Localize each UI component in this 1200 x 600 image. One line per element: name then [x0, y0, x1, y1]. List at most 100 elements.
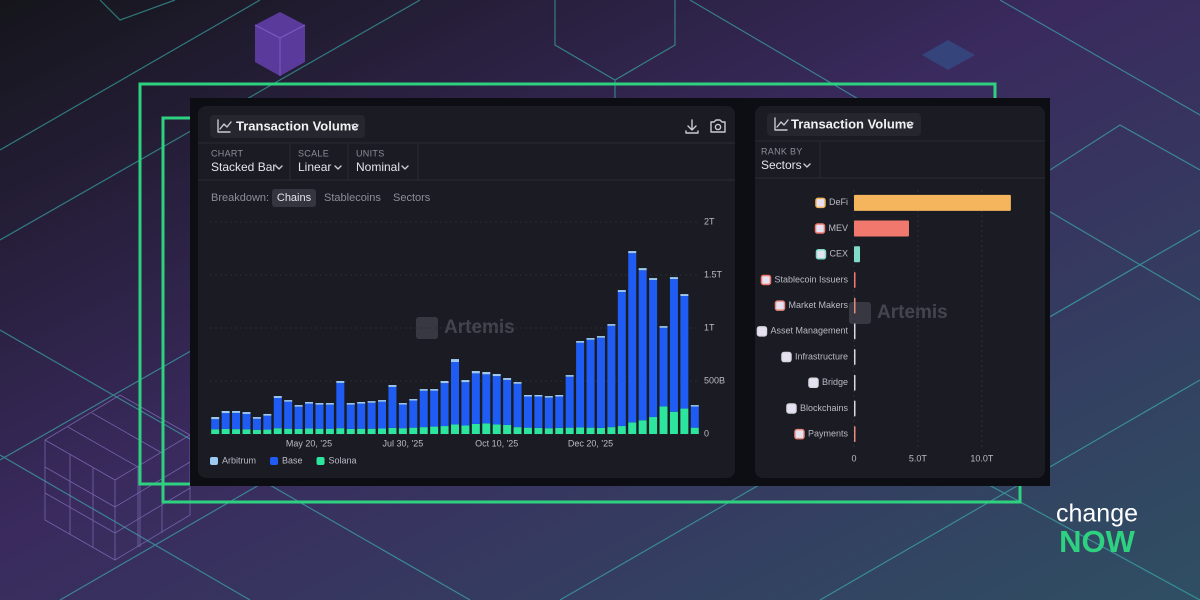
bar-segment: [638, 420, 647, 434]
sector-icon: [786, 403, 797, 414]
bar-segment: [659, 406, 668, 434]
bar-segment: [617, 426, 626, 434]
bar-segment: [284, 400, 293, 402]
screenshot-button[interactable]: [710, 119, 726, 133]
bar-segment: [513, 383, 522, 428]
bar-segment: [471, 371, 480, 374]
bar-segment: [576, 427, 585, 434]
bar-segment: [534, 427, 543, 434]
y-tick-label: MEV: [828, 223, 848, 233]
bar-segment: [680, 294, 689, 296]
bar: [854, 297, 856, 314]
watermark-text: Artemis: [444, 317, 515, 338]
bar-segment: [680, 295, 689, 409]
bar-segment: [315, 404, 324, 429]
legend-swatch: [270, 457, 279, 465]
control-value[interactable]: Sectors: [761, 158, 802, 172]
bar-segment: [586, 338, 595, 340]
bar-segment: [263, 413, 272, 416]
y-tick-label: Bridge: [822, 377, 848, 387]
bar-segment: [576, 341, 585, 343]
control-value[interactable]: Linear: [298, 160, 331, 174]
bar-segment: [294, 406, 303, 429]
tab[interactable]: Chains: [277, 192, 312, 204]
bar-segment: [211, 429, 220, 434]
bar-segment: [284, 401, 293, 429]
bar-segment: [628, 251, 637, 254]
legend-label: Solana: [329, 455, 357, 465]
bar-segment: [252, 429, 261, 434]
bar-segment: [398, 403, 407, 405]
bar-segment: [325, 403, 334, 405]
bar-segment: [315, 428, 324, 434]
bar: [854, 323, 856, 340]
x-tick-label: May 20, '25: [286, 438, 332, 448]
bar-segment: [607, 325, 616, 428]
legend-label: Arbitrum: [222, 455, 256, 465]
tab-active[interactable]: [272, 189, 316, 207]
download-button[interactable]: [685, 119, 699, 134]
bar-segment: [617, 291, 626, 427]
tab[interactable]: Stablecoins: [324, 192, 381, 204]
y-tick-label: 2T: [704, 216, 715, 226]
bar-segment: [388, 386, 397, 428]
bar-segment: [273, 428, 282, 434]
chart-title: Transaction Volume: [791, 116, 914, 131]
bar: [854, 349, 856, 366]
bar-segment: [544, 397, 553, 429]
y-tick-label: 1T: [704, 322, 715, 332]
metric-dropdown[interactable]: [210, 115, 365, 138]
y-tick-label: CEX: [829, 249, 848, 259]
bar-segment: [346, 403, 355, 405]
x-tick-label: 5.0T: [909, 453, 928, 463]
bar-segment: [492, 424, 501, 434]
y-tick-label: DeFi: [829, 197, 848, 207]
bar-segment: [607, 324, 616, 326]
bar-segment: [461, 425, 470, 434]
bar-segment: [419, 389, 428, 391]
bar: [854, 271, 856, 288]
bar-segment: [315, 403, 324, 405]
bar-segment: [596, 337, 605, 428]
bar-segment: [680, 408, 689, 434]
bar-segment: [544, 428, 553, 434]
sector-icon: [794, 428, 805, 440]
control-value[interactable]: Nominal: [356, 160, 400, 174]
x-tick-label: Oct 10, '25: [475, 438, 518, 448]
y-tick-label: Asset Management: [770, 326, 848, 336]
bar-segment: [482, 374, 491, 424]
bar-segment: [221, 410, 230, 414]
bar-segment: [690, 405, 699, 407]
bar-segment: [628, 253, 637, 423]
bar-segment: [565, 427, 574, 434]
chart-icon: [217, 119, 232, 133]
metric-dropdown[interactable]: [767, 113, 921, 136]
bar-segment: [482, 423, 491, 434]
bar-segment: [398, 404, 407, 429]
x-tick-label: Dec 20, '25: [568, 438, 613, 448]
sector-icon: [815, 249, 827, 260]
bar-segment: [336, 428, 345, 434]
bar-segment: [221, 413, 230, 429]
bar-segment: [242, 412, 251, 414]
bar-segment: [649, 279, 658, 418]
control-value[interactable]: Stacked Bar: [211, 160, 276, 174]
legend-label: Base: [282, 455, 303, 465]
tab[interactable]: Sectors: [393, 192, 431, 204]
brand-top: change: [1056, 500, 1138, 528]
bar-segment: [325, 428, 334, 434]
bar: [854, 220, 909, 237]
bar-segment: [242, 413, 251, 430]
bar-segment: [440, 383, 449, 427]
bar-segment: [419, 427, 428, 434]
bar-segment: [305, 403, 314, 429]
bar-segment: [565, 376, 574, 428]
bar-segment: [430, 426, 439, 434]
bar-segment: [367, 402, 376, 429]
bar-segment: [461, 380, 470, 383]
bar-segment: [357, 428, 366, 434]
x-tick-label: Jul 30, '25: [382, 438, 423, 448]
bar-segment: [221, 428, 230, 434]
bar-segment: [669, 279, 678, 412]
